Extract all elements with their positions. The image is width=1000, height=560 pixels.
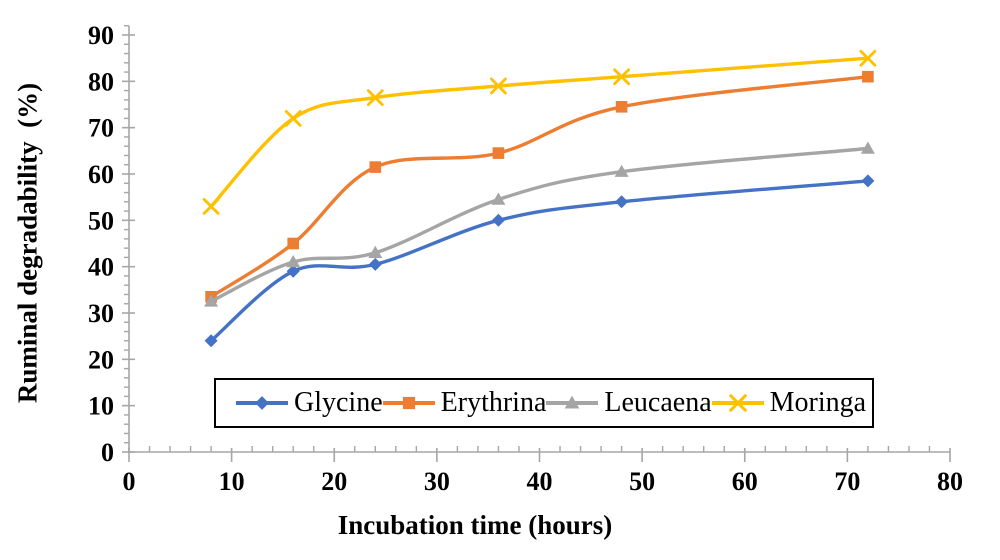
diamond-marker <box>286 264 300 278</box>
x-marker <box>490 77 507 95</box>
y-tick-label: 90 <box>88 21 114 50</box>
axes: 0 10 20 30 40 50 60 70 80 90 0 10 20 30 40 50 60 70 80 <box>88 21 963 496</box>
y-tick-label: 20 <box>88 345 114 374</box>
legend: Glycine Erythrina Leucaena Moringa <box>214 378 874 428</box>
legend-label: Erythrina <box>440 387 547 418</box>
legend-swatch-triangle-icon <box>546 395 599 409</box>
diamond-marker <box>204 334 218 348</box>
x-tick-label: 0 <box>123 467 136 496</box>
x-marker <box>728 394 747 412</box>
x-axis-title: Incubation time (hours) <box>337 510 613 540</box>
square-marker <box>615 101 628 113</box>
legend-label: Leucaena <box>604 387 712 418</box>
square-marker <box>287 237 299 250</box>
x-tick-label: 40 <box>527 467 553 496</box>
y-tick-label: 70 <box>88 114 114 143</box>
x-marker <box>859 49 877 67</box>
x-tick-label: 80 <box>937 467 963 496</box>
legend-item-moringa: Moringa <box>711 387 867 418</box>
y-tick-label: 10 <box>88 392 114 421</box>
legend-item-glycine: Glycine <box>236 389 383 417</box>
x-tick-label: 70 <box>834 467 860 496</box>
y-tick-label: 30 <box>88 299 114 328</box>
series-line <box>209 56 870 209</box>
y-tick-label: 80 <box>88 67 114 96</box>
diamond-marker <box>615 195 629 209</box>
legend-swatch-diamond-icon <box>236 396 288 410</box>
triangle-marker <box>860 141 875 154</box>
x-tick-label: 30 <box>424 467 450 496</box>
x-tick-label: 20 <box>321 467 347 496</box>
series-line <box>209 146 870 304</box>
legend-item-leucaena: Leucaena <box>546 387 712 418</box>
triangle-marker <box>368 245 383 258</box>
diamond-marker <box>255 396 269 410</box>
y-tick-label: 50 <box>88 206 114 235</box>
square-marker <box>492 147 505 159</box>
y-tick-label: 0 <box>101 438 114 467</box>
x-marker <box>202 198 220 215</box>
x-marker <box>284 110 302 127</box>
series-glycine <box>204 174 875 348</box>
triangle-marker <box>565 395 580 409</box>
square-marker <box>402 396 415 410</box>
legend-swatch-square-icon <box>382 396 435 410</box>
triangle-marker <box>286 255 301 268</box>
y-tick-label: 40 <box>88 253 114 282</box>
legend-item-erythrina: Erythrina <box>382 387 547 418</box>
legend-label: Glycine <box>294 387 383 418</box>
triangle-marker <box>614 164 629 177</box>
x-tick-label: 50 <box>629 467 655 496</box>
x-tick-label: 10 <box>219 467 245 496</box>
y-tick-label: 60 <box>88 160 114 189</box>
series-line <box>209 179 870 343</box>
triangle-marker <box>491 192 506 205</box>
diamond-marker <box>491 213 505 227</box>
x-tick-label: 60 <box>732 467 758 496</box>
legend-label: Moringa <box>769 387 867 418</box>
series-leucaena <box>204 141 875 307</box>
square-marker <box>862 70 874 83</box>
series-moringa <box>202 49 877 215</box>
x-marker <box>613 68 630 86</box>
diamond-marker <box>861 174 875 188</box>
x-marker <box>366 89 384 106</box>
legend-swatch-x-icon <box>711 394 764 412</box>
y-axis-title: Ruminal degradability (%) <box>12 82 43 404</box>
square-marker <box>369 161 382 173</box>
diamond-marker <box>368 257 382 271</box>
triangle-marker <box>204 294 219 307</box>
